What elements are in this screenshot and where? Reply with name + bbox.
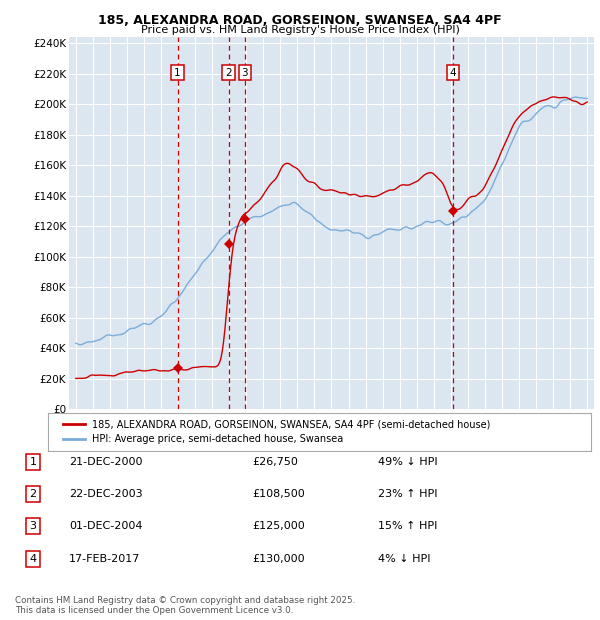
Text: £130,000: £130,000 [252,554,305,564]
Text: 3: 3 [29,521,37,531]
Text: 4: 4 [449,68,456,78]
Text: 22-DEC-2003: 22-DEC-2003 [69,489,143,499]
Text: 21-DEC-2000: 21-DEC-2000 [69,457,143,467]
Text: 2: 2 [29,489,37,499]
Text: Contains HM Land Registry data © Crown copyright and database right 2025.
This d: Contains HM Land Registry data © Crown c… [15,596,355,615]
Text: 1: 1 [174,68,181,78]
Text: £108,500: £108,500 [252,489,305,499]
Text: 01-DEC-2004: 01-DEC-2004 [69,521,143,531]
Text: 17-FEB-2017: 17-FEB-2017 [69,554,140,564]
Text: 2: 2 [226,68,232,78]
Text: 3: 3 [242,68,248,78]
Text: 15% ↑ HPI: 15% ↑ HPI [378,521,437,531]
Text: 49% ↓ HPI: 49% ↓ HPI [378,457,437,467]
Text: £26,750: £26,750 [252,457,298,467]
Legend: 185, ALEXANDRA ROAD, GORSEINON, SWANSEA, SA4 4PF (semi-detached house), HPI: Ave: 185, ALEXANDRA ROAD, GORSEINON, SWANSEA,… [58,415,496,449]
Text: Price paid vs. HM Land Registry's House Price Index (HPI): Price paid vs. HM Land Registry's House … [140,25,460,35]
Text: 1: 1 [29,457,37,467]
Text: £125,000: £125,000 [252,521,305,531]
Text: 23% ↑ HPI: 23% ↑ HPI [378,489,437,499]
Text: 4% ↓ HPI: 4% ↓ HPI [378,554,431,564]
Text: 4: 4 [29,554,37,564]
Text: 185, ALEXANDRA ROAD, GORSEINON, SWANSEA, SA4 4PF: 185, ALEXANDRA ROAD, GORSEINON, SWANSEA,… [98,14,502,27]
